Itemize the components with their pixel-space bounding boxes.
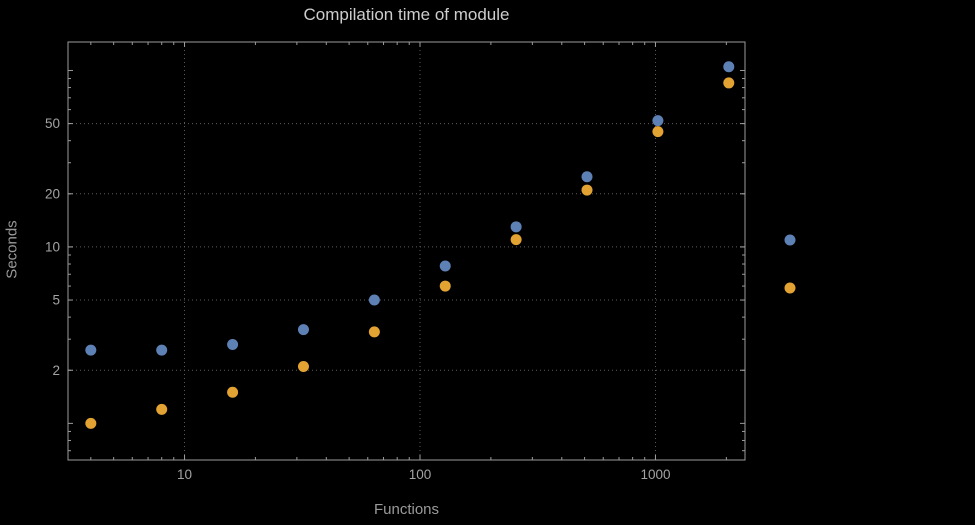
chart-title: Compilation time of module [303, 5, 510, 24]
data-point-series-orange [581, 184, 593, 196]
data-point-series-orange [439, 280, 451, 292]
data-point-series-orange [652, 126, 664, 138]
data-point-series-orange [156, 403, 168, 415]
x-tick-label: 100 [409, 467, 432, 482]
y-tick-label: 10 [45, 239, 60, 254]
data-point-series-blue [368, 294, 380, 306]
data-point-series-orange [227, 386, 239, 398]
data-point-series-orange [723, 77, 735, 89]
data-point-series-blue [510, 221, 522, 233]
y-tick-label: 20 [45, 186, 60, 201]
data-point-series-blue [297, 324, 309, 336]
data-point-series-blue [723, 61, 735, 73]
y-tick-label: 50 [45, 116, 60, 131]
data-point-series-blue [581, 171, 593, 183]
legend-marker-series-blue [784, 234, 796, 246]
data-point-series-blue [439, 260, 451, 272]
data-point-series-orange [510, 234, 522, 246]
y-tick-label: 2 [52, 363, 60, 378]
x-axis-label: Functions [373, 501, 440, 518]
data-point-series-orange [297, 361, 309, 373]
x-tick-label: 10 [177, 467, 192, 482]
data-point-series-blue [227, 338, 239, 350]
data-point-series-orange [85, 417, 97, 429]
data-point-series-blue [652, 115, 664, 127]
data-point-series-orange [368, 326, 380, 338]
y-tick-label: 5 [52, 293, 60, 308]
data-point-series-blue [85, 344, 97, 356]
x-tick-label: 1000 [640, 467, 670, 482]
data-point-series-blue [156, 344, 168, 356]
y-axis-label: Seconds [3, 220, 21, 279]
legend-marker-series-orange [784, 282, 796, 294]
plot-frame [67, 41, 746, 461]
